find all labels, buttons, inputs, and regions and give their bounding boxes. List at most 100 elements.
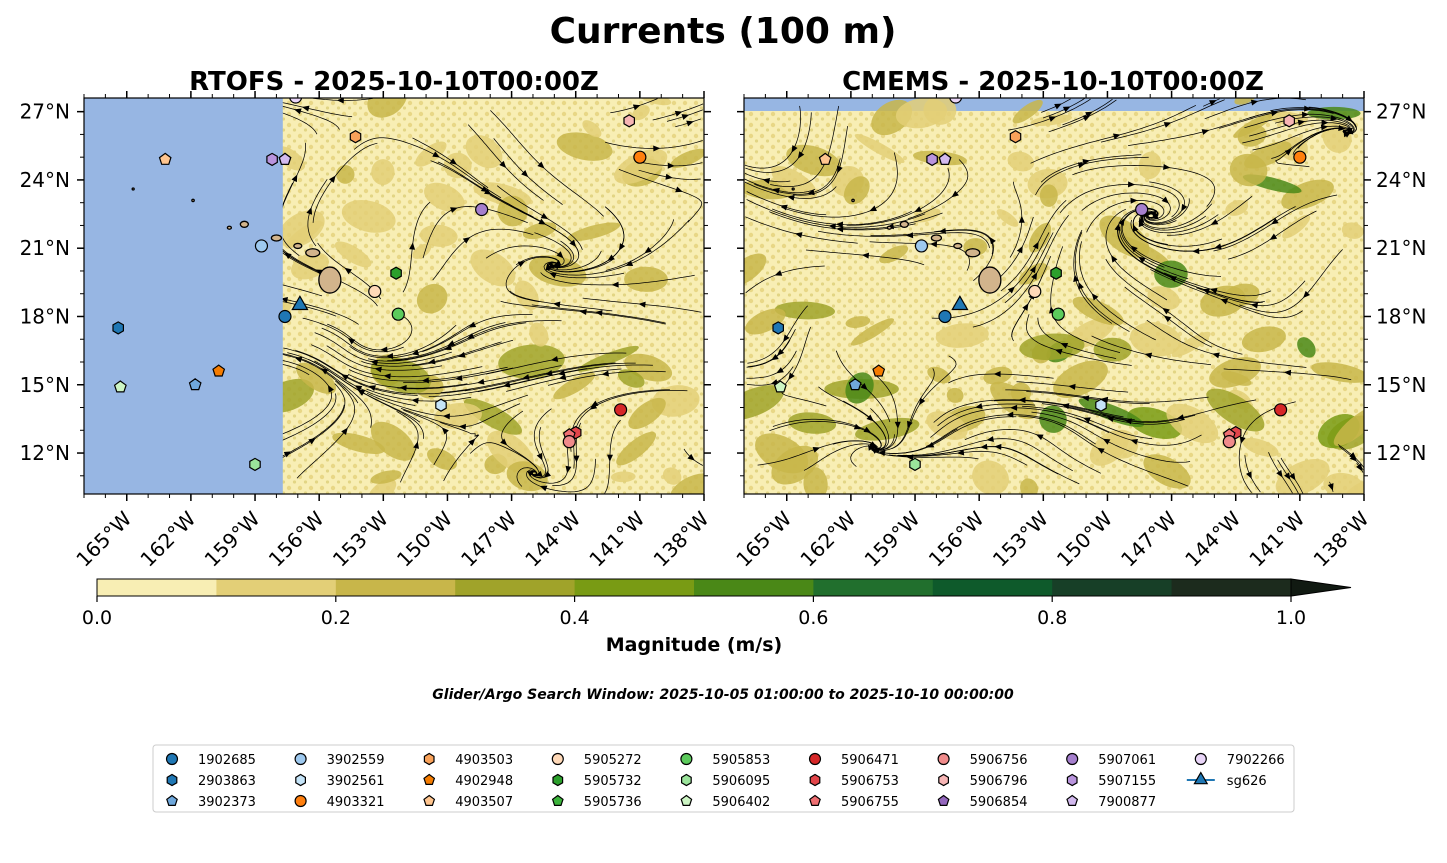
streamline-arrow [788,372,795,380]
island-land [886,225,893,230]
streamline-arrow [993,371,1001,377]
streamline-arrow [1018,215,1025,223]
magnitude-patch [771,166,818,200]
magnitude-patch [1020,478,1039,494]
magnitude-patch [556,132,613,161]
float-5907155 [266,152,278,167]
float-5906402 [773,380,787,393]
magnitude-patch [1171,331,1211,358]
streamline-arrow [336,98,344,104]
streamline-arrow [447,340,455,346]
legend-label-2903863: 2903863 [198,774,256,789]
streamline-arrow [1209,287,1218,294]
legend-marker-4903503 [423,752,435,766]
float-5906095 [249,457,261,472]
streamline-arrow [579,309,587,315]
streamline-arrow [1276,469,1283,478]
y-tick-label: 12°N [1376,441,1426,465]
streamline-arrow [1018,397,1026,404]
streamline-arrow [1269,233,1278,240]
magnitude-patch [285,220,322,249]
streamline-arrow [1284,148,1293,156]
streamline-arrow [432,151,440,158]
legend-marker-7900877 [1066,794,1079,806]
legend-marker-7902266 [1194,752,1207,766]
streamline-arrow [589,403,598,410]
streamline-arrow [442,413,450,420]
streamline-arrow [1007,286,1015,294]
legend-box [152,744,1295,813]
magnitude-patch [1012,99,1043,124]
magnitude-patch [367,98,408,118]
streamline-arrow [1060,342,1069,349]
streamline-arrow [1031,272,1038,280]
magnitude-patch [946,387,964,403]
streamline-arrow [341,427,348,436]
x-tick-label: 150°W [1052,506,1117,571]
legend-label-7900877: 7900877 [1098,795,1156,810]
streamline-arrow [1130,438,1139,445]
legend-label-5906755: 5906755 [841,795,899,810]
float-3902559 [254,239,269,253]
island-land [131,187,135,191]
legend-marker-3902559 [294,752,307,766]
float-5905853 [1051,307,1065,321]
streamline-arrow [537,161,545,169]
magnitude-patch [529,322,549,347]
colorbar-segment [1171,579,1292,596]
magnitude-patch [296,362,337,394]
magnitude-patch [628,397,666,430]
streamline-arrow [450,207,458,213]
legend-label-3902559: 3902559 [327,753,385,768]
y-tick-label: 18°N [1376,304,1426,328]
y-tick-label: 21°N [20,236,70,260]
float-3902561 [1095,398,1107,412]
legend-marker-5905732 [552,773,564,787]
streamline-arrow [1114,223,1121,231]
streamline-arrow [980,443,988,450]
streamline-arrow [787,194,795,201]
legend-label-7902266: 7902266 [1227,753,1285,768]
rtofs-panel: RTOFS - 2025-10-10T00:00Z 165°W 162°W 159°… [20,67,714,572]
y-tick-label: 27°N [20,100,70,124]
legend-marker-5906095 [681,773,692,787]
streamline-arrow [1016,245,1023,254]
streamline-arrow [1349,452,1357,459]
legend-label-5906095: 5906095 [712,774,770,789]
legend-label-5906756: 5906756 [970,753,1028,768]
streamline-arrow [812,446,821,453]
legend-label-4903507: 4903507 [455,795,513,810]
x-tick-label: 156°W [924,506,989,571]
island-land [305,248,321,258]
streamline-arrow [907,420,913,429]
island-land [965,248,981,258]
legend-marker-5906755 [809,794,821,806]
cmems-panel: CMEMS - 2025-10-10T00:00Z 165°W 162°W 159°… [731,67,1426,572]
legend-label-5905272: 5905272 [584,753,642,768]
legend-marker-5906471 [808,752,822,766]
streamline-arrow [1356,463,1363,472]
legend-marker-4903507 [423,794,436,806]
colorbar-segment [813,579,934,596]
streamline-arrow [1077,162,1086,169]
magnitude-patch [1130,322,1182,357]
streamline-arrow [1035,434,1044,441]
float-4903321 [1293,150,1307,164]
y-tick-label: 18°N [20,304,70,328]
island-land [191,198,195,203]
magnitude-patch [415,141,447,167]
float-5906402 [113,380,127,393]
magnitude-patch [1323,472,1364,494]
float-4902948 [212,364,226,377]
legend-label-1902685: 1902685 [198,753,256,768]
streamline-arrow [1321,119,1329,126]
streamline-arrow [535,470,543,477]
streamline-arrow [665,173,673,180]
streamline-arrow [1214,243,1222,250]
streamline-arrow [557,369,566,376]
float-1902685 [938,309,952,324]
magnitude-patch [803,467,828,494]
x-tick-label: 156°W [264,506,329,571]
streamline-arrow [283,451,292,458]
streamline-arrow [951,190,959,198]
